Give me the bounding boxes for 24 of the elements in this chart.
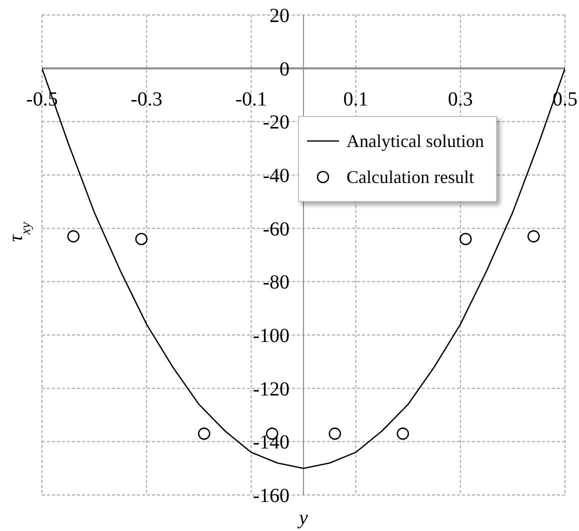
y-tick-label: -140 (252, 432, 290, 454)
point (198, 428, 210, 440)
x-tick-label: 0.1 (343, 88, 368, 110)
y-tick-label: -100 (252, 325, 290, 347)
y-tick-label: -40 (262, 165, 290, 187)
point (459, 232, 472, 246)
x-axis-title: y (297, 507, 308, 529)
legend-label: Calculation result (346, 166, 474, 188)
x-tick-label: -0.1 (235, 88, 268, 110)
y-tick-label: 0 (280, 58, 290, 80)
legend-label: Analytical solution (346, 130, 484, 152)
y-tick-label: 20 (270, 5, 290, 27)
point (527, 230, 540, 242)
point (396, 428, 410, 440)
x-tick-label: 0.3 (448, 88, 473, 110)
point (135, 232, 148, 246)
y-tick-label: -20 (262, 112, 290, 134)
y-tick-label: -60 (262, 218, 290, 240)
x-tick-label: -0.3 (130, 88, 162, 110)
y-tick-label: -120 (252, 378, 290, 400)
y-tick-label: -160 (252, 485, 290, 507)
point (328, 428, 342, 440)
point (67, 230, 80, 242)
y-tick-label: -80 (262, 272, 290, 294)
